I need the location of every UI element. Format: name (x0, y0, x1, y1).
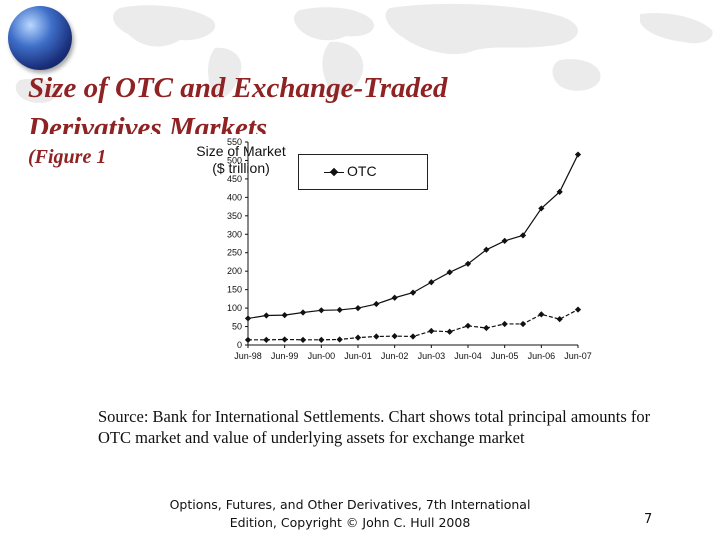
figure-caption: (Figure 1 (28, 146, 107, 168)
y-tick-label: 550 (227, 137, 242, 147)
data-point-exchange (373, 333, 380, 340)
data-point-exchange (428, 327, 435, 335)
data-point-otc (336, 306, 343, 314)
y-axis-label: Size of Market ($ trillion) (186, 143, 296, 177)
x-tick-label: Jun-06 (528, 351, 556, 361)
y-tick-label: 50 (232, 322, 242, 332)
data-point-otc (244, 315, 252, 322)
data-point-otc (483, 246, 490, 253)
data-point-exchange (318, 336, 325, 343)
y-axis-label-line1: Size of Market (196, 143, 286, 159)
data-point-exchange (538, 311, 545, 318)
footer-copyright: Options, Futures, and Other Derivatives,… (169, 497, 531, 530)
data-point-otc (574, 151, 582, 158)
x-tick-label: Jun-99 (271, 351, 299, 361)
slide-title-line2: Derivatives Markets (28, 112, 268, 134)
world-map-background (15, 3, 713, 103)
data-point-otc (464, 260, 472, 267)
chart-legend: OTC (298, 154, 428, 190)
data-point-exchange (354, 334, 362, 341)
data-point-otc (373, 300, 380, 308)
y-tick-label: 200 (227, 266, 242, 276)
x-tick-label: Jun-04 (454, 351, 482, 361)
y-tick-label: 100 (227, 303, 242, 313)
data-point-exchange (556, 316, 563, 323)
data-point-otc (391, 294, 398, 301)
y-tick-label: 300 (227, 229, 242, 239)
data-point-exchange (519, 320, 527, 328)
data-point-otc (299, 309, 307, 316)
data-point-exchange (391, 333, 398, 340)
legend-diamond-marker (329, 167, 339, 177)
y-axis-label-line2: ($ trillion) (212, 160, 270, 176)
data-point-otc (501, 237, 508, 245)
data-point-otc (446, 269, 453, 276)
data-point-exchange (483, 324, 490, 332)
data-point-otc (409, 289, 417, 296)
source-note: Source: Bank for International Settlemen… (98, 407, 651, 447)
data-point-exchange (574, 306, 582, 313)
y-tick-label: 450 (227, 174, 242, 184)
data-point-otc (354, 304, 362, 312)
data-point-exchange (446, 328, 453, 335)
slide-title: Size of OTC and Exchange-Traded Derivati… (28, 68, 447, 134)
data-point-exchange (281, 336, 288, 343)
data-point-exchange (244, 336, 252, 343)
data-point-exchange (409, 333, 417, 340)
y-tick-label: 250 (227, 248, 242, 258)
data-point-otc (318, 307, 325, 314)
y-tick-label: 350 (227, 211, 242, 221)
x-tick-label: Jun-00 (308, 351, 336, 361)
x-tick-label: Jun-01 (344, 351, 372, 361)
legend-entry-otc: OTC (347, 163, 377, 179)
data-point-otc (263, 312, 270, 319)
x-tick-label: Jun-05 (491, 351, 519, 361)
y-tick-label: 500 (227, 155, 242, 165)
globe-logo (8, 6, 72, 70)
x-tick-label: Jun-02 (381, 351, 409, 361)
y-tick-label: 150 (227, 285, 242, 295)
data-point-otc (281, 311, 288, 319)
y-tick-label: 0 (237, 340, 242, 350)
data-point-exchange (464, 322, 472, 329)
data-point-otc (428, 279, 435, 286)
y-tick-label: 400 (227, 192, 242, 202)
data-point-exchange (336, 336, 343, 343)
data-point-exchange (299, 336, 307, 343)
data-point-exchange (263, 336, 270, 343)
x-tick-label: Jun-07 (564, 351, 592, 361)
x-tick-label: Jun-03 (418, 351, 446, 361)
slide-title-line1: Size of OTC and Exchange-Traded (28, 72, 448, 104)
page-number: 7 (644, 512, 653, 527)
x-tick-label: Jun-98 (234, 351, 262, 361)
data-point-exchange (501, 320, 508, 328)
